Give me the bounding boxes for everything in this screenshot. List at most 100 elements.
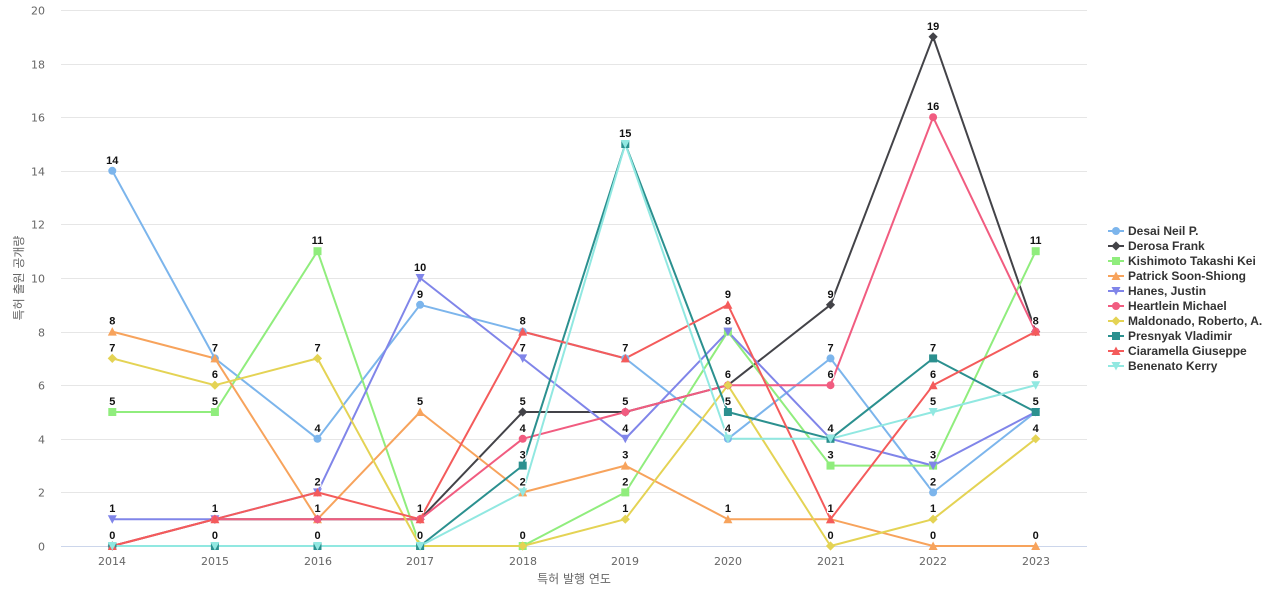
data-point: [928, 461, 938, 471]
data-point: [1031, 434, 1041, 444]
data-label: 5: [212, 396, 218, 408]
data-label: 2: [930, 476, 936, 488]
series-lines: [111, 35, 1037, 547]
data-point: [518, 407, 528, 417]
legend-item: Derosa Frank: [1108, 239, 1205, 253]
data-point: [210, 353, 220, 363]
data-label: 0: [212, 530, 218, 542]
data-label: 0: [827, 530, 833, 542]
data-labels: 1487510765101174210109510875432015754321…: [105, 20, 1043, 544]
data-point: [620, 434, 630, 444]
data-point: [928, 408, 938, 417]
x-axis-title: 특허 발행 연도: [537, 571, 611, 586]
data-label: 5: [725, 396, 731, 408]
legend-item: Benenato Kerry: [1108, 359, 1218, 373]
data-label: 0: [1033, 530, 1039, 542]
data-label: 0: [520, 530, 526, 542]
series-line: [111, 35, 1037, 547]
data-point: [313, 247, 322, 256]
legend-marker: [1112, 332, 1120, 340]
data-label: 7: [520, 342, 526, 354]
legend-marker: [1111, 241, 1121, 251]
data-point: [518, 461, 527, 470]
y-tick-label: 4: [38, 434, 45, 447]
data-point: [518, 354, 528, 363]
legend-item: Heartlein Michael: [1108, 299, 1227, 313]
data-point: [723, 327, 733, 337]
x-tick-label: 2014: [98, 555, 126, 568]
x-tick-label: 2018: [509, 555, 537, 568]
data-label: 1: [930, 503, 936, 515]
data-point: [416, 300, 425, 309]
data-label: 5: [622, 396, 628, 408]
data-label: 7: [827, 342, 833, 354]
legend-marker: [1111, 271, 1121, 280]
data-point: [1031, 247, 1040, 256]
y-tick-label: 18: [31, 59, 45, 72]
data-point: [415, 407, 425, 416]
data-label: 6: [1033, 369, 1039, 381]
data-point: [723, 380, 733, 390]
data-label: 4: [314, 423, 321, 435]
data-point: [415, 274, 425, 283]
data-label: 4: [622, 423, 629, 435]
data-label: 9: [417, 289, 423, 301]
data-point: [723, 514, 733, 524]
data-label: 9: [827, 289, 833, 301]
data-point: [928, 541, 938, 550]
data-label: 4: [520, 423, 527, 435]
legend-marker: [1112, 302, 1120, 310]
y-tick-label: 12: [31, 219, 45, 232]
data-label: 5: [417, 396, 423, 408]
data-point: [313, 487, 322, 497]
series-line: [111, 303, 1037, 547]
data-point: [518, 327, 528, 336]
data-label: 5: [1033, 396, 1039, 408]
legend-item: Ciaramella Giuseppe: [1108, 344, 1247, 358]
data-point: [210, 514, 220, 524]
data-label: 0: [417, 530, 423, 542]
legend-label: Maldonado, Roberto, A.: [1128, 314, 1262, 328]
legend-marker: [1112, 227, 1120, 235]
data-label: 7: [622, 342, 628, 354]
y-tick-label: 20: [31, 5, 45, 18]
data-label: 1: [622, 503, 628, 515]
data-label: 7: [212, 342, 218, 354]
data-point: [826, 354, 835, 363]
data-label: 16: [927, 101, 939, 113]
data-point: [415, 514, 425, 524]
legend-label: Benenato Kerry: [1128, 359, 1218, 373]
series-line: [111, 277, 1037, 521]
data-label: 6: [725, 369, 731, 381]
data-point: [415, 542, 425, 551]
x-tick-label: 2017: [406, 555, 434, 568]
data-label: 1: [212, 503, 218, 515]
y-tick-label: 0: [38, 541, 45, 554]
data-label: 19: [927, 21, 939, 33]
legend-item: Maldonado, Roberto, A.: [1108, 314, 1262, 328]
legend-marker: [1111, 346, 1121, 355]
y-axis-ticks: 0 2 4 6 8 10 12 14 16 18 20: [31, 5, 45, 554]
y-tick-label: 10: [31, 273, 45, 286]
data-point: [108, 166, 117, 175]
data-label: 1: [109, 503, 115, 515]
data-point: [825, 300, 836, 310]
data-point: [313, 542, 322, 551]
data-label: 4: [725, 423, 732, 435]
data-label: 8: [109, 316, 115, 328]
data-point: [723, 408, 732, 416]
data-point: [928, 380, 938, 390]
data-point: [210, 408, 219, 416]
data-point: [107, 327, 117, 336]
data-point: [928, 514, 938, 524]
data-label: 6: [212, 369, 218, 381]
x-tick-label: 2021: [817, 555, 845, 568]
data-label: 2: [622, 476, 628, 488]
series-line: [111, 169, 1037, 494]
legend-label: Ciaramella Giuseppe: [1128, 344, 1247, 358]
x-tick-label: 2020: [714, 555, 742, 568]
grid-lines: [61, 10, 1087, 493]
legend-item: Desai Neil P.: [1108, 224, 1199, 238]
data-label: 1: [827, 503, 833, 515]
y-tick-label: 16: [31, 112, 45, 125]
